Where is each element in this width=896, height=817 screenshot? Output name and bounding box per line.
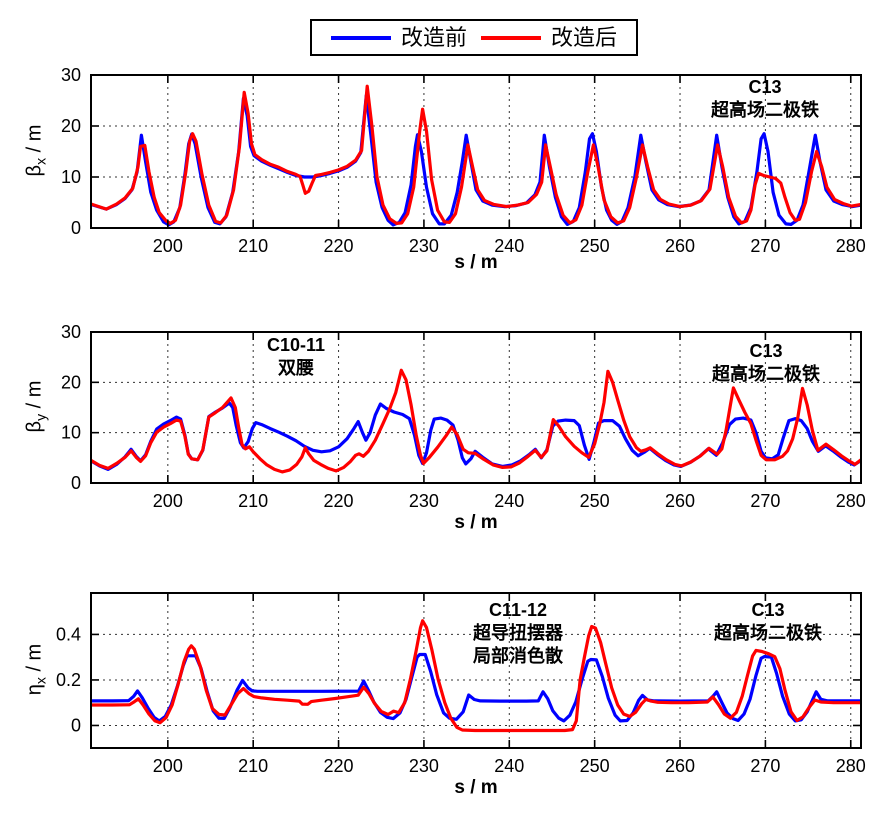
subplot-1-ticks: [91, 331, 861, 484]
subplot-2: 200 210 220 230 240 250 260 270 280 0 0.2 0.4: [56, 592, 866, 776]
x-tick-label: 230: [409, 236, 439, 256]
betay-unit: / m: [23, 380, 46, 414]
subplot-1-axes: [90, 331, 862, 484]
legend-label-after: 改造后: [551, 24, 618, 50]
x-tick-label: 230: [409, 756, 439, 776]
x-tick-label: 220: [324, 236, 354, 256]
subplot-0-tick-labels: 200 210 220 230 240 250 260 270 280 0 10 20 30: [61, 65, 866, 256]
x-tick-label: 230: [409, 491, 439, 511]
annotation-line: C13: [751, 600, 785, 620]
etax-sub: x: [32, 677, 49, 685]
x-tick-label: 200: [153, 756, 183, 776]
annotation-c13-plot3: C13 超高场二极铁: [714, 599, 822, 645]
subplot-1-line-after: [91, 368, 861, 474]
x-tick-label: 270: [750, 236, 780, 256]
x-tick-label: 270: [750, 756, 780, 776]
x-tick-label: 250: [580, 756, 610, 776]
y-tick-label: 30: [61, 322, 81, 342]
y-tick-label: 20: [61, 372, 81, 392]
subplot-2-series: [91, 619, 861, 733]
etax-symbol: η: [23, 684, 46, 696]
betax-unit: / m: [23, 124, 46, 158]
y-tick-label: 0.2: [56, 670, 81, 690]
y-tick-label: 0: [71, 715, 81, 735]
legend-label-before: 改造前: [400, 24, 467, 50]
x-tick-label: 200: [153, 491, 183, 511]
x-tick-label: 240: [494, 756, 524, 776]
x-tick-label: 220: [324, 491, 354, 511]
x-tick-label: 220: [324, 756, 354, 776]
subplot-1-series: [91, 368, 861, 474]
y-axis-label-betax: βx / m: [24, 66, 49, 236]
x-tick-label: 250: [580, 236, 610, 256]
x-tick-label: 200: [153, 236, 183, 256]
legend-item-after: 改造后: [481, 24, 618, 50]
y-tick-label: 0: [71, 218, 81, 238]
x-tick-label: 260: [665, 756, 695, 776]
y-axis-label-etax: ηx / m: [24, 585, 49, 755]
subplot-1-grid: [91, 332, 861, 483]
annotation-c13-plot2: C13 超高场二极铁: [712, 340, 820, 386]
subplot-2-grid: [91, 593, 861, 748]
annotation-line: 超高场二极铁: [714, 623, 822, 643]
x-tick-label: 260: [665, 491, 695, 511]
x-tick-label: 240: [494, 491, 524, 511]
annotation-line: 双腰: [277, 358, 314, 378]
subplot-2-tick-labels: 200 210 220 230 240 250 260 270 280 0 0.2 0.4: [56, 624, 866, 776]
x-axis-label-2: s / m: [454, 512, 498, 533]
x-tick-label: 260: [665, 236, 695, 256]
etax-unit: / m: [23, 643, 46, 678]
y-tick-label: 10: [61, 167, 81, 187]
annotation-line: 超导扭摆器: [473, 623, 563, 643]
y-tick-label: 10: [61, 423, 81, 443]
subplot-1: 200 210 220 230 240 250 260 270 280 0 10 20 30: [61, 322, 866, 511]
annotation-line: C10-11: [266, 335, 326, 355]
betax-symbol: β: [23, 164, 46, 177]
x-axis-label-3: s / m: [454, 777, 498, 798]
subplot-0-series: [91, 84, 861, 227]
annotation-line: 超高场二极铁: [712, 364, 820, 384]
subplot-0: 200 210 220 230 240 250 260 270 280 0 10 20 30: [61, 65, 866, 256]
y-tick-label: 20: [61, 116, 81, 136]
y-tick-label: 0.4: [56, 624, 81, 644]
x-tick-label: 270: [750, 491, 780, 511]
x-tick-label: 210: [238, 491, 268, 511]
annotation-line: C13: [748, 77, 782, 97]
x-tick-label: 280: [836, 491, 866, 511]
annotation-line: C11-12: [488, 600, 548, 620]
subplot-2-axes: [90, 592, 862, 749]
subplot-0-axes: [90, 74, 862, 229]
betax-sub: x: [32, 157, 49, 165]
x-tick-label: 210: [238, 756, 268, 776]
subplot-1-tick-labels: 200 210 220 230 240 250 260 270 280 0 10 20 30: [61, 322, 866, 511]
x-tick-label: 210: [238, 236, 268, 256]
x-tick-label: 280: [836, 236, 866, 256]
y-axis-label-betay: βy / m: [24, 322, 49, 492]
annotation-c13-plot1: C13 超高场二极铁: [711, 76, 819, 122]
legend-line-before: [330, 35, 391, 40]
betay-sub: y: [32, 413, 49, 421]
annotation-line: 局部消色散: [473, 646, 563, 666]
annotation-line: C13: [749, 341, 783, 361]
subplot-0-ticks: [91, 74, 861, 229]
y-tick-label: 30: [61, 65, 81, 85]
y-tick-label: 0: [71, 473, 81, 493]
betay-symbol: β: [23, 420, 46, 433]
annotation-c11-12-plot3: C11-12 超导扭摆器 局部消色散: [473, 599, 563, 668]
subplot-2-ticks: [91, 593, 861, 748]
x-tick-label: 250: [580, 491, 610, 511]
legend-line-after: [481, 35, 541, 40]
subplot-2-line-after: [91, 619, 861, 733]
legend-item-before: 改造前: [330, 24, 467, 50]
x-tick-label: 240: [494, 236, 524, 256]
subplot-0-line-after: [91, 84, 861, 225]
annotation-line: 超高场二极铁: [711, 100, 819, 120]
legend-box: 改造前 改造后: [310, 19, 638, 56]
x-tick-label: 280: [836, 756, 866, 776]
annotation-c10-11-plot2: C10-11 双腰: [267, 334, 325, 380]
x-axis-label-1: s / m: [454, 252, 498, 273]
